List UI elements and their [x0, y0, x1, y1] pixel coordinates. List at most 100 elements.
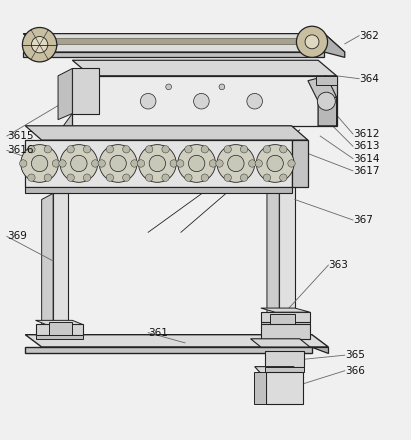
Circle shape — [240, 146, 248, 153]
Circle shape — [194, 93, 209, 109]
Text: 367: 367 — [353, 215, 373, 225]
Circle shape — [21, 145, 58, 182]
Circle shape — [201, 174, 208, 181]
Circle shape — [23, 27, 57, 62]
Circle shape — [44, 174, 51, 181]
Circle shape — [131, 160, 138, 167]
Circle shape — [305, 35, 319, 49]
Polygon shape — [291, 140, 308, 187]
Circle shape — [255, 160, 263, 167]
Polygon shape — [251, 339, 310, 347]
Circle shape — [28, 146, 35, 153]
Circle shape — [141, 93, 156, 109]
Polygon shape — [279, 136, 295, 314]
Circle shape — [83, 174, 91, 181]
Polygon shape — [267, 136, 279, 320]
Polygon shape — [261, 324, 310, 339]
Polygon shape — [35, 324, 83, 335]
Circle shape — [98, 160, 105, 167]
Polygon shape — [254, 371, 266, 404]
Circle shape — [106, 174, 113, 181]
Text: 362: 362 — [359, 31, 379, 40]
Polygon shape — [261, 308, 310, 312]
Text: 3617: 3617 — [353, 166, 379, 176]
Circle shape — [240, 174, 248, 181]
Circle shape — [122, 146, 130, 153]
Circle shape — [92, 160, 99, 167]
Circle shape — [263, 146, 270, 153]
Polygon shape — [72, 69, 99, 114]
Circle shape — [52, 160, 60, 167]
Circle shape — [59, 160, 66, 167]
Circle shape — [145, 146, 153, 153]
Text: 364: 364 — [359, 73, 379, 84]
Circle shape — [166, 84, 171, 90]
Circle shape — [67, 146, 74, 153]
Polygon shape — [53, 193, 68, 326]
Circle shape — [162, 174, 169, 181]
Circle shape — [249, 160, 256, 167]
Text: 3615: 3615 — [7, 131, 33, 141]
Polygon shape — [255, 367, 304, 378]
Polygon shape — [261, 312, 310, 323]
Circle shape — [31, 155, 48, 172]
Polygon shape — [25, 335, 328, 347]
Circle shape — [201, 146, 208, 153]
Polygon shape — [23, 33, 345, 52]
Circle shape — [177, 160, 184, 167]
Text: 3612: 3612 — [353, 129, 379, 139]
Polygon shape — [261, 323, 310, 326]
Polygon shape — [265, 351, 304, 367]
Circle shape — [263, 174, 270, 181]
Polygon shape — [25, 187, 291, 193]
Polygon shape — [23, 52, 324, 57]
Circle shape — [31, 37, 48, 53]
Polygon shape — [324, 33, 345, 57]
Polygon shape — [316, 76, 337, 85]
Circle shape — [178, 145, 215, 182]
Circle shape — [106, 146, 113, 153]
Circle shape — [224, 146, 231, 153]
Text: 3616: 3616 — [7, 145, 33, 155]
Circle shape — [170, 160, 178, 167]
Circle shape — [219, 84, 225, 90]
Circle shape — [149, 155, 166, 172]
Text: 363: 363 — [328, 260, 348, 270]
Polygon shape — [291, 76, 337, 126]
Circle shape — [209, 160, 217, 167]
Circle shape — [279, 146, 287, 153]
Circle shape — [110, 155, 126, 172]
Circle shape — [139, 145, 176, 182]
Polygon shape — [49, 323, 72, 335]
Circle shape — [185, 146, 192, 153]
Polygon shape — [312, 347, 328, 353]
Circle shape — [28, 174, 35, 181]
Text: 369: 369 — [7, 231, 27, 242]
Circle shape — [122, 174, 130, 181]
Circle shape — [317, 92, 335, 110]
Text: 366: 366 — [345, 366, 365, 376]
Circle shape — [217, 145, 255, 182]
Polygon shape — [265, 367, 304, 371]
Circle shape — [228, 155, 244, 172]
Polygon shape — [318, 97, 337, 126]
Polygon shape — [33, 38, 316, 44]
Polygon shape — [72, 76, 318, 126]
Circle shape — [67, 174, 74, 181]
Polygon shape — [270, 314, 295, 326]
Polygon shape — [25, 126, 308, 140]
Polygon shape — [35, 335, 83, 339]
Circle shape — [267, 155, 283, 172]
Circle shape — [162, 146, 169, 153]
Polygon shape — [25, 140, 291, 187]
Circle shape — [71, 155, 87, 172]
Circle shape — [83, 146, 91, 153]
Circle shape — [288, 160, 295, 167]
Polygon shape — [25, 347, 312, 353]
Text: 3613: 3613 — [353, 141, 379, 151]
Circle shape — [99, 145, 137, 182]
Text: 361: 361 — [148, 328, 168, 337]
Polygon shape — [42, 193, 53, 331]
Text: 365: 365 — [345, 350, 365, 360]
Circle shape — [188, 155, 205, 172]
